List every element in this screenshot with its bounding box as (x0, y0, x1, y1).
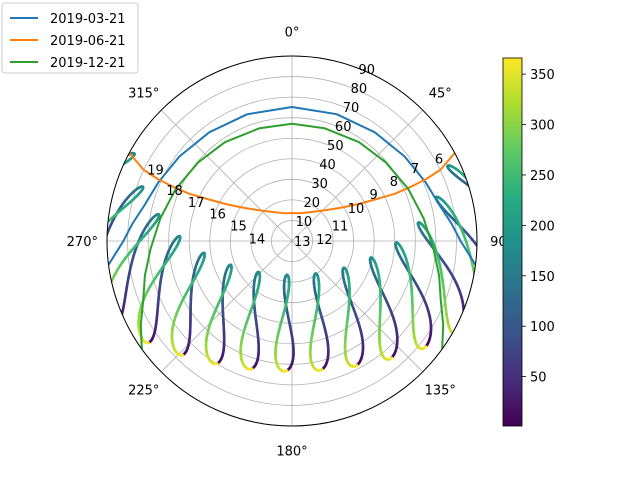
analemma-segment (469, 182, 474, 187)
legend: 2019-03-21 2019-06-21 2019-12-21 (1, 2, 139, 74)
r-tick-label: 50 (327, 139, 344, 154)
hour-label: 16 (209, 207, 226, 222)
analemma-segment (109, 281, 113, 286)
legend-box (1, 2, 139, 74)
analemma-segment (118, 164, 123, 168)
hour-label: 7 (411, 162, 419, 177)
grid-spoke-225 (160, 240, 293, 373)
r-tick-label: 30 (311, 177, 328, 192)
colorbar-tick-label: 250 (530, 169, 555, 184)
series-line-3 (139, 122, 445, 350)
hour-label: 19 (147, 163, 164, 178)
colorbar-tick-label: 200 (530, 219, 555, 234)
hour-label: 13 (294, 235, 311, 250)
analemma-segment (466, 177, 470, 182)
analemma-segment (469, 185, 474, 190)
analemma-curves (104, 151, 480, 373)
analemma-segment (467, 184, 472, 189)
analemma-segment (120, 156, 125, 160)
theta-tick-label: 45° (429, 87, 452, 102)
axis-labels: 0°45°90°135°180°225°270°315°102030405060… (67, 25, 514, 459)
theta-tick-label: 0° (285, 25, 300, 40)
grid-spoke-135 (291, 240, 424, 373)
hour-label: 11 (332, 219, 349, 234)
hour-label: 6 (435, 153, 443, 168)
analemma-segment (424, 345, 428, 349)
theta-tick-label: 180° (276, 445, 307, 460)
analemma-segment (476, 245, 477, 250)
analemma-segment (124, 154, 128, 158)
r-tick-label: 80 (351, 82, 368, 97)
hour-label: 18 (166, 184, 183, 199)
analemma-segment (108, 282, 112, 288)
colorbar-tick-label: 300 (530, 119, 555, 134)
series-line-2 (128, 152, 456, 215)
polar-frame (106, 55, 478, 427)
colorbar-tick-label: 50 (530, 371, 547, 386)
analemma-segment (119, 163, 124, 167)
hour-label: 14 (249, 233, 266, 248)
colorbar-tick-label: 150 (530, 270, 555, 285)
analemma-segment (123, 154, 127, 158)
grid-spoke-45 (291, 109, 424, 242)
analemma-segment (470, 186, 475, 191)
hour-label: 12 (316, 233, 333, 248)
colorbar-tick-label: 100 (530, 320, 555, 335)
r-tick-label: 40 (319, 158, 336, 173)
colorbar-gradient (502, 57, 523, 427)
theta-tick-label: 270° (67, 235, 98, 250)
date-series (107, 106, 477, 350)
analemma-segment (121, 155, 126, 159)
analemma-segment (107, 222, 108, 227)
hour-label: 9 (369, 188, 377, 203)
r-tick-label: 60 (335, 120, 352, 135)
hour-label: 8 (390, 175, 398, 190)
colorbar-tick-label: 350 (530, 68, 555, 83)
r-tick-label: 10 (296, 215, 313, 230)
legend-label: 2019-06-21 (50, 34, 126, 49)
analemma-segment (107, 221, 109, 226)
polar-grid (106, 55, 478, 427)
r-tick-label: 90 (359, 63, 376, 78)
legend-label: 2019-12-21 (50, 56, 126, 71)
analemma-segment (117, 165, 122, 169)
hour-label: 15 (230, 219, 247, 234)
analemma-segment (479, 248, 480, 250)
r-tick-label: 70 (343, 101, 360, 116)
hour-label: 17 (188, 196, 205, 211)
theta-tick-label: 135° (425, 383, 456, 398)
series-line-1 (107, 106, 477, 266)
hour-label: 10 (348, 202, 365, 217)
colorbar: 50 100 150 200 250 300 350 (502, 57, 555, 427)
analemma-segment (107, 235, 108, 240)
analemma-segment (467, 179, 472, 184)
analemma-segment (108, 284, 112, 290)
theta-tick-label: 315° (128, 87, 159, 102)
r-tick-label: 20 (303, 196, 320, 211)
legend-label: 2019-03-21 (50, 12, 126, 27)
analemma-segment (104, 239, 105, 241)
analemma-segment (468, 180, 473, 186)
grid-spoke-315 (160, 109, 293, 242)
analemma-segment (104, 241, 105, 243)
theta-tick-label: 225° (128, 383, 159, 398)
